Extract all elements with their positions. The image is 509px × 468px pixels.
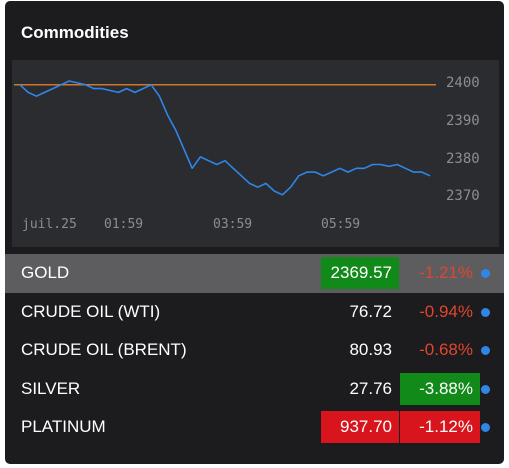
x-tick-label: 01:59 xyxy=(104,217,144,232)
commodity-row-platinum[interactable]: PLATINUM 937.70 -1.12% xyxy=(5,408,504,447)
status-dot-icon xyxy=(481,269,490,278)
commodity-change: -3.88% xyxy=(400,372,480,405)
commodity-price: 27.76 xyxy=(321,373,399,405)
commodity-name: CRUDE OIL (BRENT) xyxy=(21,340,187,359)
commodity-row-crude-oil-wti[interactable]: CRUDE OIL (WTI) 76.72 -0.94% xyxy=(5,293,504,332)
status-dot-icon xyxy=(481,346,490,355)
price-chart[interactable]: 2400 2390 2380 2370 juil.25 01:59 03:59 … xyxy=(12,60,499,247)
y-tick-label: 2390 xyxy=(446,113,480,129)
commodity-price: 2369.57 xyxy=(321,257,399,289)
y-tick-label: 2370 xyxy=(446,188,480,204)
widget-title: Commodities xyxy=(21,23,129,42)
price-value: 937.70 xyxy=(340,417,392,436)
commodity-change: -0.94% xyxy=(419,301,473,321)
commodity-price: 937.70 xyxy=(321,411,399,443)
y-tick-label: 2380 xyxy=(446,151,480,167)
commodities-widget: Commodities 2400 2390 2380 2370 juil.25 … xyxy=(5,1,504,464)
price-value: 27.76 xyxy=(349,378,392,398)
commodity-change: -0.68% xyxy=(419,340,473,359)
commodity-row-silver[interactable]: SILVER 27.76 -3.88% xyxy=(5,370,504,409)
commodity-change: -1.21% xyxy=(419,263,473,282)
price-value: 76.72 xyxy=(349,301,392,321)
x-tick-label: juil.25 xyxy=(22,217,77,232)
status-dot-icon xyxy=(481,307,490,317)
commodity-row-crude-oil-brent[interactable]: CRUDE OIL (BRENT) 80.93 -0.68% xyxy=(5,331,504,370)
y-tick-label: 2400 xyxy=(446,75,480,91)
commodity-row-gold[interactable]: GOLD 2369.57 -1.21% xyxy=(5,254,504,293)
x-tick-label: 05:59 xyxy=(321,217,361,232)
commodities-list: GOLD 2369.57 -1.21% CRUDE OIL (WTI) 76.7… xyxy=(5,254,504,447)
price-series-line xyxy=(19,80,431,196)
price-value: 2369.57 xyxy=(330,263,392,282)
commodity-name: PLATINUM xyxy=(21,417,106,436)
commodity-name: GOLD xyxy=(21,263,70,282)
price-chart-svg xyxy=(14,80,436,196)
commodity-price: 80.93 xyxy=(321,334,399,366)
commodity-change: -1.12% xyxy=(400,411,480,443)
status-dot-icon xyxy=(481,384,490,394)
commodity-name: CRUDE OIL (WTI) xyxy=(21,301,161,321)
price-value: 80.93 xyxy=(349,340,392,359)
commodity-price: 76.72 xyxy=(321,296,399,328)
status-dot-icon xyxy=(481,423,490,432)
x-tick-label: 03:59 xyxy=(213,217,253,232)
commodity-name: SILVER xyxy=(21,378,81,398)
